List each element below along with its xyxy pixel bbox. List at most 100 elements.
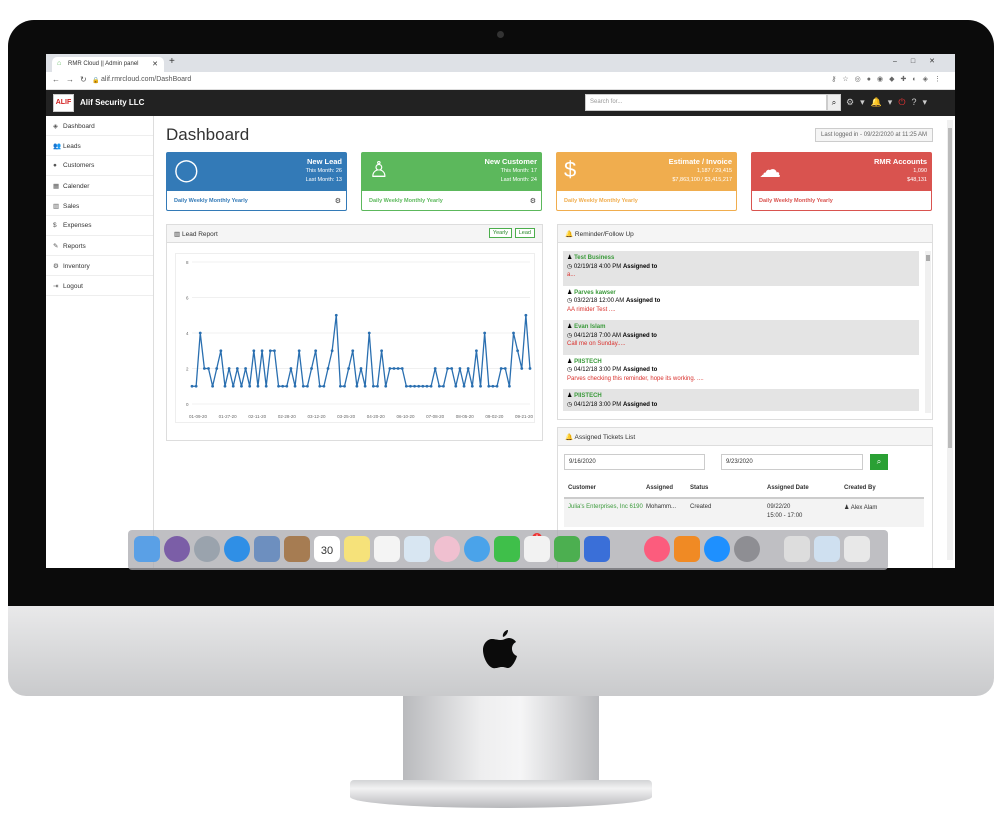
books-icon[interactable] <box>674 536 700 562</box>
card-line2: Last Month: 13 <box>305 177 342 183</box>
bell-icon[interactable]: 🔔▾ <box>870 97 899 107</box>
extension-icons[interactable]: ⚷☆◎●◉◆✚◐◈⋮ <box>831 76 947 83</box>
keyboard-icon[interactable] <box>814 536 840 562</box>
data-point <box>524 313 528 317</box>
brand-name[interactable]: Alif Security LLC <box>80 98 145 107</box>
trash-icon[interactable] <box>844 536 870 562</box>
help-icon[interactable]: ?▾ <box>911 97 933 107</box>
reminders-icon[interactable] <box>374 536 400 562</box>
list-item[interactable]: ♟ PIISTECH ◷ 04/12/18 3:00 PM Assigned t… <box>563 389 919 411</box>
sidebar-item-logout[interactable]: ⇥ Logout <box>46 276 153 296</box>
list-item[interactable]: ♟ PIISTECH ◷ 04/12/18 3:00 PM Assigned t… <box>567 358 704 382</box>
siri-icon[interactable] <box>164 536 190 562</box>
photos-icon[interactable] <box>434 536 460 562</box>
page-scrollbar[interactable] <box>947 120 953 560</box>
sidebar-item-calendar[interactable]: ▦ Calender <box>46 176 153 196</box>
calendar-app-icon[interactable]: 30 <box>314 536 340 562</box>
lead-toggle[interactable]: Lead <box>514 228 535 238</box>
dollar-icon: $ <box>53 222 57 229</box>
sidebar-item-customers[interactable]: ● Customers <box>46 156 153 176</box>
document-icon[interactable] <box>784 536 810 562</box>
page-title: Dashboard <box>166 125 250 144</box>
card-period-links[interactable]: Daily Weekly Monthly Yearly <box>564 198 638 204</box>
x-tick-label: 08-05-20 <box>456 414 475 419</box>
data-point <box>297 349 301 353</box>
card-period-links[interactable]: Daily Weekly Monthly Yearly <box>174 198 248 204</box>
finder-icon[interactable] <box>134 536 160 562</box>
data-point <box>462 384 466 388</box>
brand-logo[interactable]: ALIF <box>53 94 74 112</box>
sidebar-item-leads[interactable]: 👥 Leads <box>46 136 153 156</box>
data-point <box>404 384 408 388</box>
url-field[interactable]: alif.rmrcloud.com/DashBoard <box>101 76 192 83</box>
user-icon: ♟ <box>567 289 573 296</box>
launchpad-icon[interactable] <box>194 536 220 562</box>
yearly-toggle[interactable]: Yearly <box>488 228 512 238</box>
x-tick-label: 01-27-20 <box>219 414 238 419</box>
date-to-input[interactable]: 9/23/2020 <box>721 454 863 470</box>
close-tab-icon[interactable]: ✕ <box>152 61 158 68</box>
data-point <box>227 367 231 370</box>
customer-link[interactable]: Julia's Enterprises, Inc 6190 <box>568 504 643 510</box>
card-new-lead[interactable]: ◯ New Lead This Month: 26 Last Month: 13… <box>166 152 347 211</box>
search-input[interactable]: Search for... <box>585 94 827 111</box>
y-tick-label: 2 <box>186 367 189 372</box>
app-store-icon[interactable] <box>704 536 730 562</box>
safari-icon[interactable] <box>224 536 250 562</box>
screen: ⌂ RMR Cloud || Admin panel ✕ + –□✕ ← → ↻… <box>46 54 955 568</box>
card-new-customer[interactable]: ♙ New Customer This Month: 17 Last Month… <box>361 152 542 211</box>
settings-icon[interactable]: ⚙▾ <box>846 97 871 107</box>
sidebar-item-reports[interactable]: ✎ Reports <box>46 236 153 256</box>
sidebar-item-expenses[interactable]: $ Expenses <box>46 216 153 236</box>
sidebar-item-dashboard[interactable]: ◈ Dashboard <box>46 116 153 136</box>
data-point <box>470 384 474 388</box>
card-rmr-accounts[interactable]: ☁ RMR Accounts 1,090 $48,131 Daily Weekl… <box>751 152 932 211</box>
new-tab-button[interactable]: + <box>169 56 175 67</box>
data-point <box>454 384 458 388</box>
forward-icon[interactable]: → <box>66 75 74 84</box>
reminder-scrollbar[interactable] <box>925 251 931 413</box>
data-point <box>367 331 371 335</box>
maps-icon[interactable] <box>404 536 430 562</box>
browser-tab[interactable]: ⌂ RMR Cloud || Admin panel ✕ <box>52 57 164 72</box>
gear-icon[interactable]: ⚙ <box>529 198 536 205</box>
search-tickets-button[interactable]: ⌕ <box>870 454 888 470</box>
data-point <box>235 367 239 370</box>
back-icon[interactable]: ← <box>52 75 60 84</box>
card-estimate-invoice[interactable]: $ Estimate / Invoice 1,187 / 29,415 $7,8… <box>556 152 737 211</box>
table-row[interactable]: Julia's Enterprises, Inc 6190 Mohamm... … <box>564 499 924 527</box>
data-point <box>215 367 219 370</box>
list-item[interactable]: ♟ Parves kawser ◷ 03/22/18 12:00 AM Assi… <box>567 289 661 313</box>
card-title: RMR Accounts <box>873 157 927 166</box>
date-from-input[interactable]: 9/16/2020 <box>564 454 705 470</box>
system-preferences-icon[interactable] <box>734 536 760 562</box>
user-icon: ♟ <box>567 358 573 365</box>
reload-icon[interactable]: ↻ <box>80 75 87 84</box>
messages-icon[interactable] <box>464 536 490 562</box>
notes-icon[interactable] <box>344 536 370 562</box>
data-point <box>503 367 507 370</box>
window-controls[interactable]: –□✕ <box>893 58 949 65</box>
facetime-icon[interactable] <box>494 536 520 562</box>
list-item[interactable]: ♟ Evan Islam ◷ 04/12/18 7:00 AM Assigned… <box>563 320 919 355</box>
search-button[interactable]: ⌕ <box>827 94 841 111</box>
power-icon[interactable]: ⏻ <box>898 97 912 107</box>
sidebar-item-sales[interactable]: ▥ Sales <box>46 196 153 216</box>
preview-icon[interactable] <box>254 536 280 562</box>
y-tick-label: 0 <box>186 402 189 407</box>
pages-icon[interactable] <box>524 536 550 562</box>
music-icon[interactable] <box>644 536 670 562</box>
card-period-links[interactable]: Daily Weekly Monthly Yearly <box>369 198 443 204</box>
data-point <box>202 367 206 370</box>
data-point <box>301 384 305 388</box>
numbers-icon[interactable] <box>554 536 580 562</box>
card-period-links[interactable]: Daily Weekly Monthly Yearly <box>759 198 833 204</box>
keynote-icon[interactable] <box>584 536 610 562</box>
data-point <box>376 384 379 388</box>
data-point <box>429 384 433 388</box>
contacts-icon[interactable] <box>284 536 310 562</box>
sidebar-item-inventory[interactable]: ⚙ Inventory <box>46 256 153 276</box>
gear-icon[interactable]: ⚙ <box>334 198 341 205</box>
bell-icon: 🔔 <box>565 434 574 441</box>
list-item[interactable]: ♟ Test Business ◷ 02/19/18 4:00 PM Assig… <box>563 251 919 286</box>
